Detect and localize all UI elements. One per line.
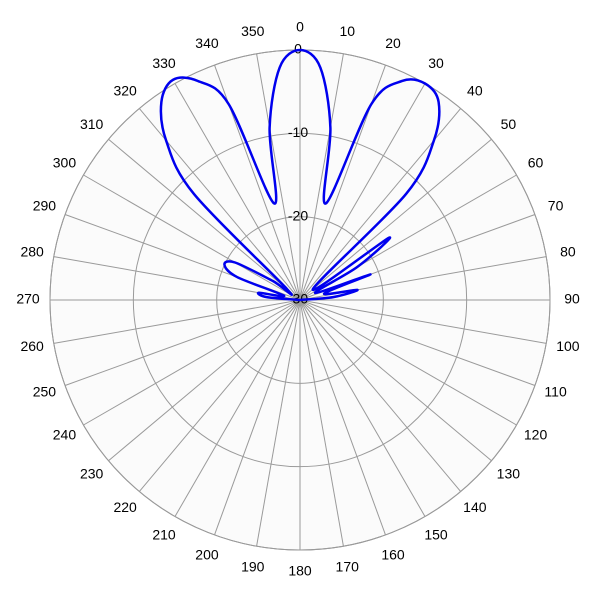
angle-label: 40 (467, 82, 483, 98)
angle-label: 100 (556, 338, 580, 354)
angle-label: 330 (152, 55, 176, 71)
spoke (256, 53, 301, 301)
angle-label: 280 (20, 243, 44, 259)
angle-label: 150 (424, 526, 448, 542)
spoke (299, 53, 344, 301)
angle-label: 20 (385, 35, 401, 51)
radial-label: -10 (288, 124, 308, 140)
angle-label: 320 (113, 82, 137, 98)
spoke (214, 299, 301, 536)
angle-label: 350 (241, 23, 265, 39)
spoke (299, 299, 547, 344)
spoke (174, 299, 301, 517)
angle-label: 140 (463, 499, 487, 515)
angle-label: 250 (33, 384, 57, 400)
spoke (299, 299, 536, 386)
angle-label: 310 (80, 116, 104, 132)
angle-label: 190 (241, 559, 265, 575)
spoke (64, 299, 301, 386)
spoke (108, 299, 301, 462)
spoke (108, 138, 301, 301)
angle-label: 220 (113, 499, 137, 515)
angle-label: 10 (339, 23, 355, 39)
angle-label: 270 (16, 291, 40, 307)
spoke (83, 299, 301, 426)
radial-label: -20 (288, 207, 308, 223)
angle-label: 50 (501, 116, 517, 132)
angle-label: 300 (53, 155, 77, 171)
angle-label: 170 (336, 559, 360, 575)
angle-label: 340 (195, 35, 219, 51)
angle-label: 240 (53, 427, 77, 443)
spoke (299, 138, 492, 301)
angle-label: 30 (428, 55, 444, 71)
angle-label: 200 (195, 546, 219, 562)
angle-label: 110 (544, 384, 567, 400)
grid-circle (132, 132, 468, 468)
angle-label: 160 (381, 546, 405, 562)
spoke (299, 299, 492, 462)
angle-label: 290 (33, 198, 57, 214)
spoke (299, 299, 462, 492)
spoke (299, 299, 386, 536)
angle-label: 130 (497, 466, 521, 482)
spoke (174, 83, 301, 301)
angle-label: 230 (80, 466, 104, 482)
spoke (83, 174, 301, 301)
angle-label: 60 (528, 155, 544, 171)
angle-label: 80 (560, 243, 576, 259)
grid-circle (216, 216, 384, 384)
angle-label: 120 (524, 427, 548, 443)
spoke (256, 299, 301, 547)
spoke (138, 299, 301, 492)
angle-label: 90 (564, 291, 580, 307)
radial-label: 0 (294, 41, 302, 57)
spoke (299, 299, 426, 517)
angle-label: 210 (152, 526, 176, 542)
angle-label: 260 (20, 338, 44, 354)
spoke (299, 299, 344, 547)
spoke (299, 299, 517, 426)
angle-label: 0 (296, 19, 304, 35)
spoke (53, 299, 301, 344)
angle-label: 70 (548, 198, 564, 214)
pattern-line (159, 48, 441, 302)
angle-label: 180 (288, 563, 312, 579)
spoke (299, 83, 426, 301)
